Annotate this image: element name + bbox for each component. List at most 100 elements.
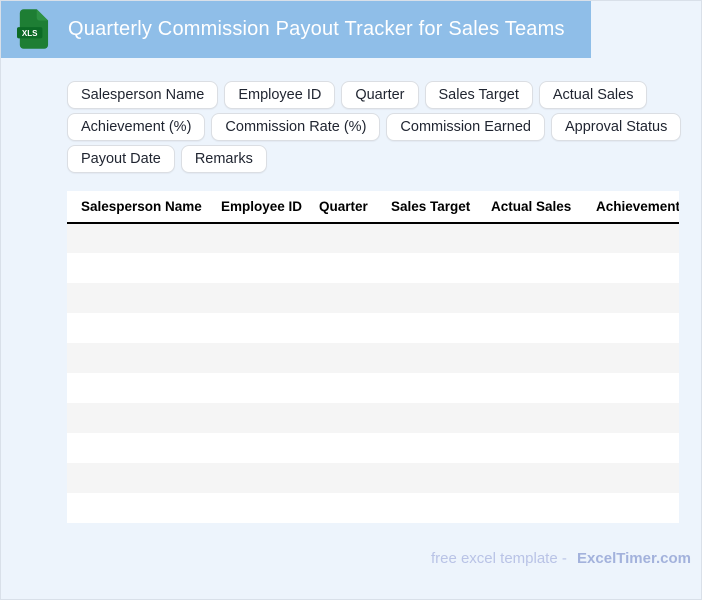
- table-cell: [67, 313, 207, 343]
- table-cell: [207, 223, 305, 253]
- table-cell: [377, 493, 477, 523]
- table-cell: [67, 463, 207, 493]
- chip-employee-id[interactable]: Employee ID: [224, 81, 336, 109]
- footer: free excel template - ExcelTimer.com: [431, 550, 691, 567]
- table-cell: [67, 433, 207, 463]
- chip-commission-rate[interactable]: Commission Rate (%): [211, 113, 381, 141]
- table-cell: [377, 313, 477, 343]
- table-row: [67, 433, 679, 463]
- chip-commission-earned[interactable]: Commission Earned: [386, 113, 545, 141]
- table-cell: [207, 463, 305, 493]
- table-cell: [377, 373, 477, 403]
- table-cell: [377, 223, 477, 253]
- table-cell: [67, 283, 207, 313]
- chip-remarks[interactable]: Remarks: [180, 145, 267, 173]
- table-row: [67, 253, 679, 283]
- table-cell: [305, 403, 377, 433]
- table-cell: [582, 373, 679, 403]
- table-cell: [67, 223, 207, 253]
- table-cell: [582, 343, 679, 373]
- column-chips: Salesperson Name Employee ID Quarter Sal…: [67, 81, 691, 173]
- chip-sales-target[interactable]: Sales Target: [424, 81, 533, 109]
- chip-actual-sales[interactable]: Actual Sales: [538, 81, 648, 109]
- table-cell: [377, 343, 477, 373]
- table-cell: [377, 283, 477, 313]
- table-cell: [582, 493, 679, 523]
- footer-text: free excel template -: [430, 550, 567, 567]
- table-cell: [305, 463, 377, 493]
- table-cell: [377, 253, 477, 283]
- table-cell: [477, 223, 582, 253]
- table-cell: [377, 433, 477, 463]
- table-cell: [207, 253, 305, 283]
- table-cell: [477, 313, 582, 343]
- table-cell: [207, 313, 305, 343]
- chip-approval-status[interactable]: Approval Status: [550, 113, 682, 141]
- xls-icon-label: XLS: [22, 29, 38, 38]
- table-cell: [582, 403, 679, 433]
- table-cell: [305, 283, 377, 313]
- table-cell: [377, 463, 477, 493]
- table-cell: [207, 283, 305, 313]
- table-cell: [305, 493, 377, 523]
- table-cell: [477, 373, 582, 403]
- table-container: Salesperson Name Employee ID Quarter Sal…: [67, 191, 679, 525]
- table-cell: [582, 253, 679, 283]
- table-cell: [582, 313, 679, 343]
- table-cell: [305, 433, 377, 463]
- table-cell: [377, 403, 477, 433]
- table-row: [67, 283, 679, 313]
- table-cell: [207, 343, 305, 373]
- table-row: [67, 313, 679, 343]
- col-header-salesperson-name: Salesperson Name: [67, 191, 207, 224]
- col-header-sales-target: Sales Target: [377, 191, 477, 224]
- col-header-achievement-pct: Achievement (%): [582, 191, 679, 224]
- table-cell: [67, 253, 207, 283]
- table-cell: [305, 223, 377, 253]
- table-row: [67, 223, 679, 253]
- table-cell: [582, 223, 679, 253]
- table-header-row: Salesperson Name Employee ID Quarter Sal…: [67, 191, 679, 224]
- table-cell: [477, 343, 582, 373]
- table-cell: [477, 253, 582, 283]
- table-cell: [305, 253, 377, 283]
- table-cell: [67, 493, 207, 523]
- commission-table: Salesperson Name Employee ID Quarter Sal…: [67, 191, 679, 523]
- table-row: [67, 493, 679, 523]
- footer-brand-link[interactable]: ExcelTimer.com: [577, 550, 691, 567]
- col-header-employee-id: Employee ID: [207, 191, 305, 224]
- table-cell: [305, 343, 377, 373]
- table-row: [67, 463, 679, 493]
- xls-file-icon: XLS: [17, 9, 49, 49]
- table-cell: [67, 343, 207, 373]
- table-row: [67, 373, 679, 403]
- table-cell: [477, 283, 582, 313]
- table-cell: [67, 403, 207, 433]
- chip-row-3: Payout Date Remarks: [67, 145, 691, 173]
- chip-payout-date[interactable]: Payout Date: [67, 145, 175, 173]
- col-header-actual-sales: Actual Sales: [477, 191, 582, 224]
- col-header-quarter: Quarter: [305, 191, 377, 224]
- table-cell: [582, 433, 679, 463]
- table-cell: [207, 493, 305, 523]
- header-band: XLS Quarterly Commission Payout Tracker …: [1, 1, 591, 58]
- table-cell: [477, 493, 582, 523]
- table-row: [67, 403, 679, 433]
- table-cell: [67, 373, 207, 403]
- table-cell: [582, 463, 679, 493]
- table-cell: [477, 433, 582, 463]
- table-cell: [582, 283, 679, 313]
- table-cell: [207, 433, 305, 463]
- page-title: Quarterly Commission Payout Tracker for …: [68, 17, 565, 40]
- chip-quarter[interactable]: Quarter: [341, 81, 419, 109]
- table-cell: [305, 313, 377, 343]
- table-cell: [477, 463, 582, 493]
- chip-salesperson-name[interactable]: Salesperson Name: [67, 81, 219, 109]
- table-body: [67, 223, 679, 523]
- table-cell: [207, 403, 305, 433]
- table-row: [67, 343, 679, 373]
- table-cell: [305, 373, 377, 403]
- chip-row-2: Achievement (%) Commission Rate (%) Comm…: [67, 113, 691, 141]
- chip-achievement-pct[interactable]: Achievement (%): [67, 113, 206, 141]
